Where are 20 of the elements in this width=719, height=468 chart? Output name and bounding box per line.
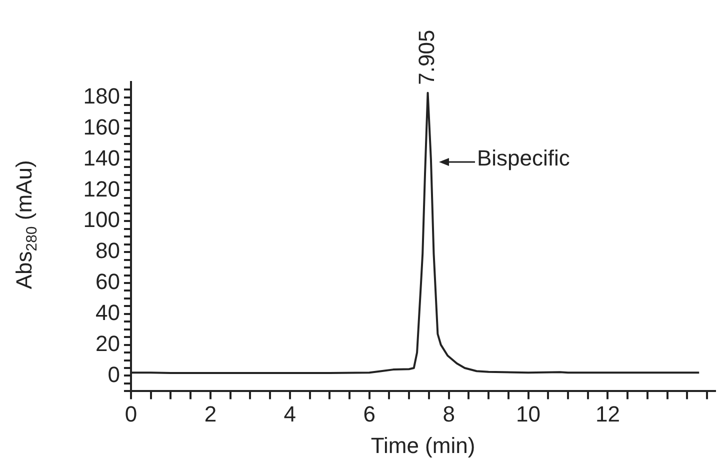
y-tick-label: 160 (83, 114, 120, 140)
y-tick-label: 40 (96, 300, 120, 325)
y-tick-label: 100 (83, 207, 120, 232)
x-tick-label: 8 (442, 401, 455, 426)
y-tick-label: 120 (83, 176, 120, 202)
x-tick-label: 6 (363, 401, 376, 426)
x-axis-title: Time (min) (370, 432, 476, 458)
x-tick-label: 2 (204, 401, 217, 426)
y-tick-label: 60 (96, 269, 120, 294)
annotation: 7.905 (414, 30, 439, 85)
x-tick-label: 10 (516, 401, 541, 426)
y-tick-label: 140 (83, 145, 120, 170)
y-tick-label: 0 (108, 362, 120, 387)
annotation: Bispecific (476, 145, 570, 170)
x-tick-label: 4 (284, 401, 296, 426)
x-tick-label: 12 (595, 401, 620, 426)
y-tick-label: 80 (96, 238, 120, 264)
y-tick-label: 20 (96, 330, 120, 356)
y-tick-label: 180 (83, 84, 120, 109)
x-tick-label: 0 (124, 401, 138, 426)
